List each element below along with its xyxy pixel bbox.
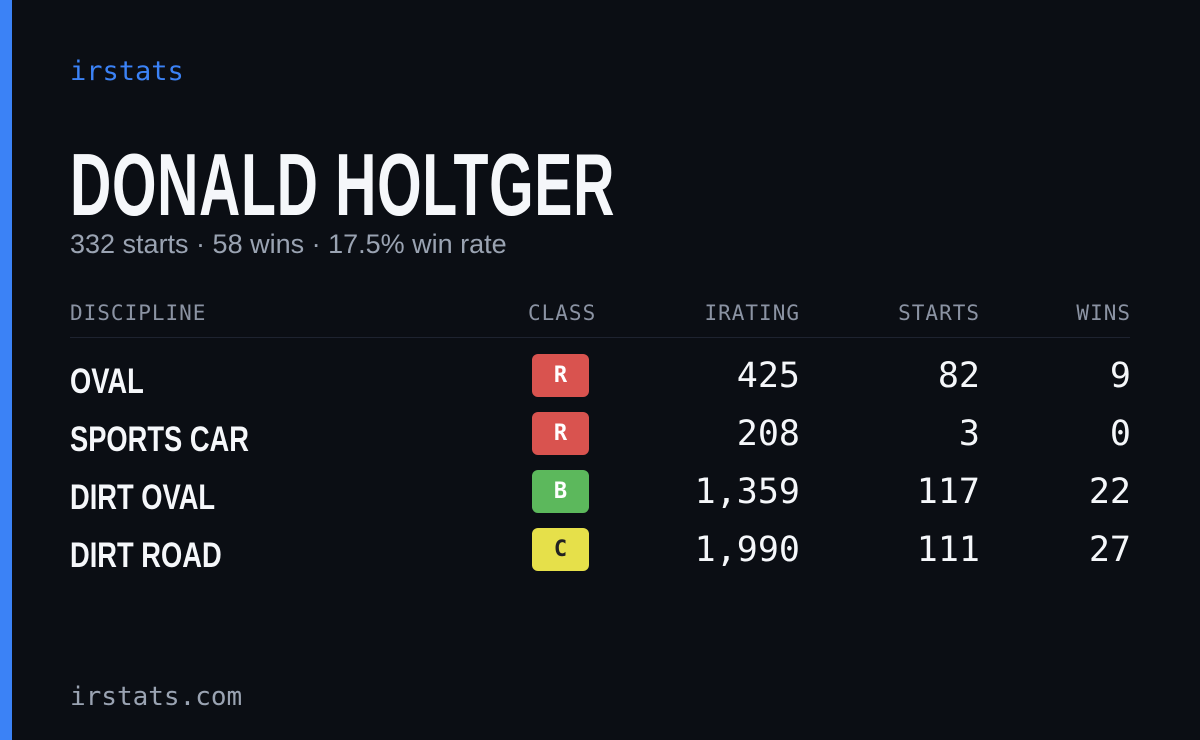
column-header: DISCIPLINE: [70, 301, 207, 325]
stat-value: 1,990: [694, 530, 800, 570]
driver-summary: 332 starts · 58 wins · 17.5% win rate: [70, 229, 507, 259]
stat-value: 27: [1088, 530, 1131, 570]
column-header: STARTS: [898, 301, 980, 325]
stat-value: 208: [736, 414, 800, 454]
class-badge: R: [532, 354, 589, 397]
column-header: CLASS: [528, 301, 597, 325]
footer: irstats.com: [70, 682, 243, 712]
driver-name: DONALD HOLTGER: [70, 135, 616, 234]
stat-value: 9: [1109, 356, 1131, 396]
discipline: OVAL: [70, 362, 144, 401]
class-badge: B: [532, 470, 589, 513]
stat-value: 1,359: [694, 472, 800, 512]
discipline: SPORTS CAR: [70, 420, 249, 459]
class-badge: R: [532, 412, 589, 455]
column-header: IRATING: [704, 301, 800, 325]
stat-value: 22: [1088, 472, 1131, 512]
discipline: DIRT OVAL: [70, 478, 216, 517]
stat-value: 425: [736, 356, 800, 396]
discipline: DIRT ROAD: [70, 536, 222, 575]
column-header: WINS: [1076, 301, 1131, 325]
stat-value: 0: [1109, 414, 1131, 454]
stat-value: 3: [958, 414, 980, 454]
accent-bar: [0, 0, 12, 740]
stat-value: 111: [916, 530, 980, 570]
class-badge: C: [532, 528, 589, 571]
brand: irstats: [70, 56, 184, 87]
header-rule: [70, 337, 1130, 338]
stat-value: 117: [916, 472, 980, 512]
stat-value: 82: [937, 356, 980, 396]
